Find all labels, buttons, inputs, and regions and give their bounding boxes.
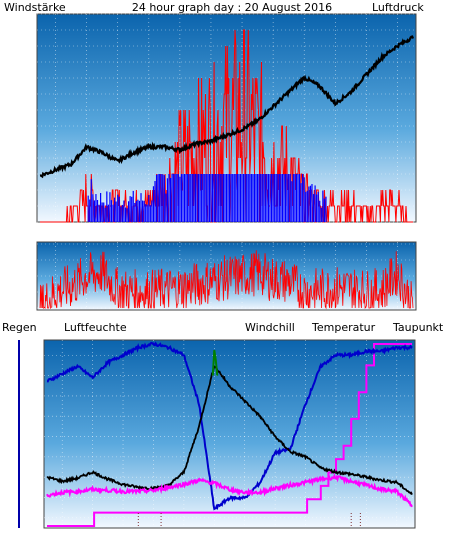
climate-plot bbox=[43, 339, 416, 529]
wind-gust-series bbox=[87, 174, 327, 222]
dewpoint-title: Taupunkt bbox=[392, 321, 444, 334]
windchill-title: Windchill bbox=[245, 321, 295, 334]
rain-title: Regen bbox=[2, 321, 37, 334]
pressure-series bbox=[39, 35, 415, 179]
temperature-line bbox=[46, 364, 413, 495]
windchill-series bbox=[211, 350, 219, 376]
pressure-line bbox=[39, 35, 415, 179]
pressure-title: Luftdruck bbox=[372, 1, 424, 14]
temperature-series bbox=[46, 364, 413, 495]
wind-direction-series bbox=[39, 250, 414, 310]
dewpoint-line bbox=[46, 473, 413, 508]
direction-line bbox=[39, 250, 414, 310]
chart-title: 24 hour graph day : 20 August 2016 bbox=[132, 1, 332, 14]
temperature-title: Temperatur bbox=[311, 321, 376, 334]
wind-speed-title: Windstärke bbox=[4, 1, 66, 14]
windchill-line bbox=[211, 350, 219, 376]
humidity-line bbox=[46, 341, 413, 511]
humidity-series bbox=[46, 341, 413, 511]
rain-series bbox=[47, 343, 412, 527]
humidity-title: Luftfeuchte bbox=[64, 321, 127, 334]
sun-moon-annotations bbox=[137, 513, 361, 528]
dewpoint-series bbox=[46, 473, 413, 508]
rain-line bbox=[47, 343, 412, 527]
